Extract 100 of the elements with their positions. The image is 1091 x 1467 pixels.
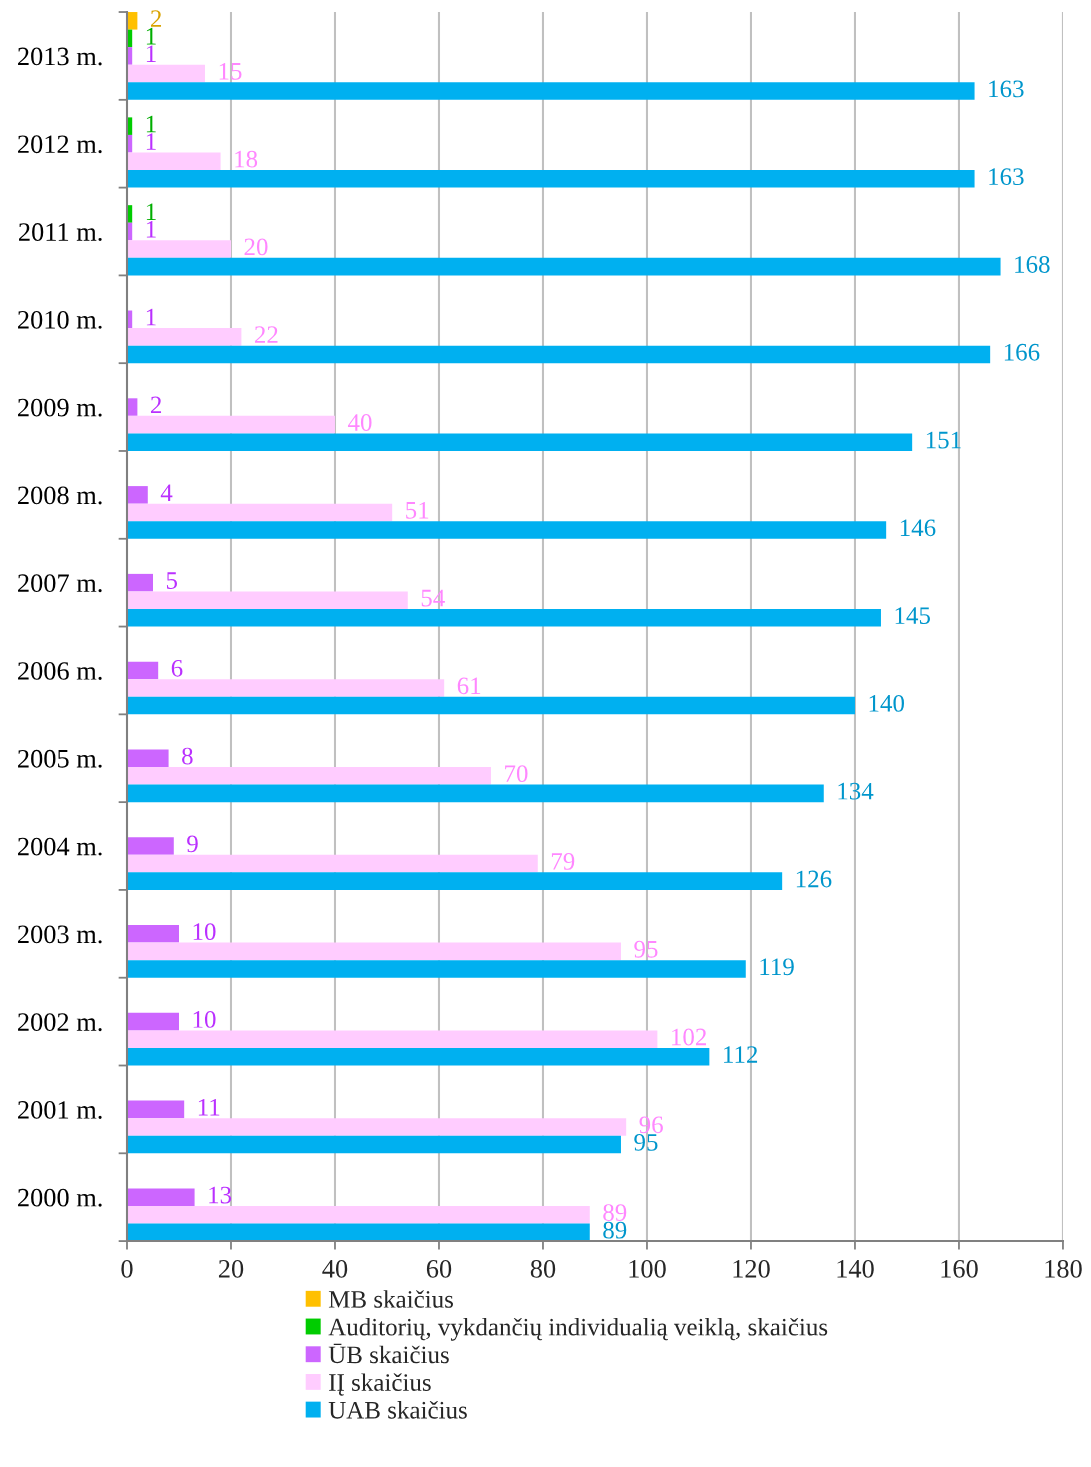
bar — [126, 767, 491, 785]
data-label: 54 — [421, 589, 445, 607]
bar — [126, 573, 153, 592]
bar — [126, 1135, 621, 1154]
data-label: 166 — [1004, 343, 1040, 361]
bar — [126, 942, 621, 961]
bar — [126, 749, 169, 768]
bar — [126, 1205, 590, 1224]
bar — [126, 925, 179, 943]
bar — [126, 170, 975, 188]
bar — [126, 1012, 179, 1031]
legend-label: IĮ skaičius — [329, 1373, 431, 1396]
y-tick-label: 2011 m. — [19, 223, 102, 242]
legend-label: ŪB skaičius — [328, 1343, 449, 1364]
data-label: 2 — [150, 396, 162, 414]
data-label: 95 — [634, 940, 658, 958]
data-label: 61 — [457, 677, 481, 695]
data-label: 1 — [146, 221, 156, 238]
data-label: 168 — [1015, 256, 1050, 273]
bar — [126, 872, 783, 890]
x-tick-label: 80 — [530, 1259, 556, 1278]
data-label: 9 — [187, 835, 198, 853]
bar — [126, 1047, 710, 1066]
legend-label: Auditorių, vykdančių individualią veiklą, skaičius — [328, 1317, 828, 1341]
data-label: 5 — [166, 572, 178, 589]
bar — [126, 679, 445, 697]
bar — [126, 521, 887, 539]
data-label: 8 — [182, 747, 193, 765]
legend-label: UAB skaičius — [328, 1401, 467, 1419]
data-label: 22 — [254, 326, 278, 343]
data-label: 89 — [603, 1221, 627, 1239]
bar — [126, 328, 242, 346]
data-label: 102 — [672, 1028, 706, 1046]
x-tick-label: 140 — [837, 1259, 874, 1278]
data-label: 13 — [209, 1186, 232, 1204]
data-label: 89 — [603, 1204, 627, 1221]
bar — [126, 415, 335, 434]
data-label: 15 — [219, 62, 242, 80]
data-label: 6 — [171, 659, 183, 677]
data-label: 20 — [244, 238, 268, 256]
legend-label: MB skaičius — [328, 1290, 453, 1308]
bar — [126, 837, 174, 855]
y-tick-label: 2012 m. — [18, 135, 102, 154]
bar — [126, 257, 1001, 276]
data-label: 51 — [406, 501, 429, 519]
data-label: 1 — [146, 27, 156, 45]
bar — [126, 1223, 590, 1242]
x-tick-label: 180 — [1045, 1259, 1082, 1278]
data-label: 140 — [869, 694, 905, 712]
bar — [126, 591, 408, 609]
bar — [126, 64, 205, 83]
bar — [126, 1030, 658, 1048]
bar — [126, 152, 221, 171]
bar — [126, 696, 855, 715]
y-tick-label: 2000 m. — [18, 1188, 102, 1207]
y-tick-label: 2004 m. — [18, 837, 102, 856]
data-label: 10 — [193, 1011, 216, 1028]
x-tick-label: 60 — [426, 1259, 452, 1278]
data-label: 10 — [193, 923, 216, 941]
data-label: 163 — [989, 80, 1024, 98]
bar — [126, 1100, 185, 1119]
data-label: 119 — [760, 958, 794, 976]
bar — [126, 609, 881, 627]
data-label: 1 — [146, 115, 156, 133]
data-label: 11 — [198, 1098, 220, 1116]
data-label: 151 — [926, 431, 961, 449]
data-label: 126 — [796, 870, 832, 888]
y-tick-label: 2002 m. — [18, 1013, 102, 1032]
data-label: 1 — [146, 133, 156, 150]
data-label: 4 — [160, 484, 173, 501]
bar — [126, 82, 975, 100]
data-label: 79 — [551, 853, 575, 870]
x-tick-label: 120 — [733, 1259, 770, 1278]
x-tick-label: 0 — [121, 1259, 133, 1278]
data-label: 163 — [989, 168, 1024, 186]
data-label: 40 — [347, 414, 372, 431]
bar — [126, 486, 148, 504]
bar — [126, 661, 159, 680]
data-label: 18 — [235, 150, 258, 168]
y-tick-label: 2005 m. — [18, 749, 102, 768]
x-tick-label: 20 — [218, 1259, 244, 1278]
bar — [126, 784, 824, 803]
y-tick-label: 2010 m. — [18, 310, 102, 329]
data-label: 2 — [150, 10, 162, 27]
data-label: 145 — [895, 607, 930, 625]
data-label: 70 — [505, 765, 528, 783]
y-tick-label: 2007 m. — [18, 574, 102, 593]
bar — [126, 240, 231, 258]
data-label: 134 — [838, 782, 874, 800]
data-label: 1 — [146, 45, 156, 62]
bar — [126, 854, 538, 873]
data-label: 95 — [634, 1133, 658, 1151]
bar — [126, 345, 991, 364]
y-tick-label: 2008 m. — [18, 486, 102, 505]
x-tick-label: 40 — [322, 1259, 348, 1278]
data-label: 96 — [639, 1116, 663, 1134]
data-label: 1 — [146, 308, 156, 326]
y-tick-label: 2013 m. — [18, 47, 102, 66]
y-tick-label: 2003 m. — [18, 925, 102, 944]
y-tick-label: 2006 m. — [18, 662, 102, 680]
